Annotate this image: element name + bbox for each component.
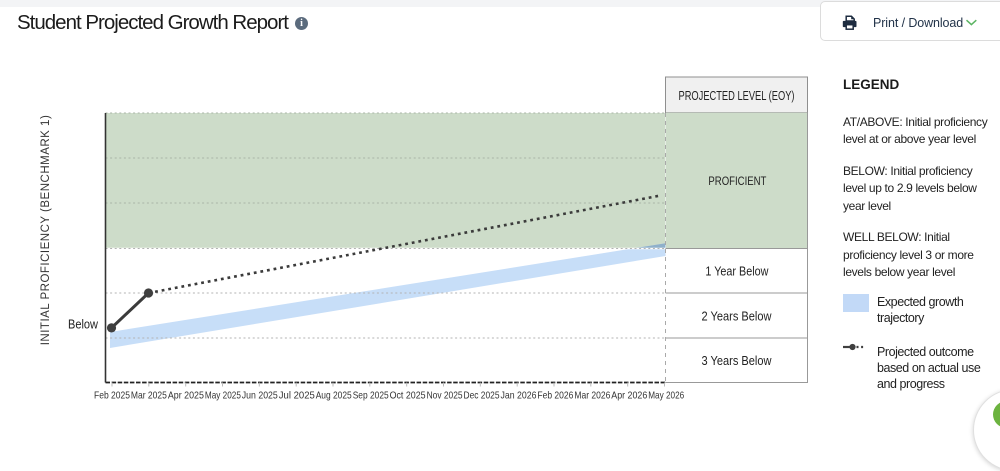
svg-text:Mar 2025: Mar 2025 — [131, 389, 167, 401]
svg-text:PROFICIENT: PROFICIENT — [708, 176, 766, 188]
svg-text:Sep 2025: Sep 2025 — [353, 389, 389, 401]
svg-text:Feb 2026: Feb 2026 — [537, 389, 573, 401]
svg-text:1 Year Below: 1 Year Below — [705, 265, 769, 279]
svg-text:May 2025: May 2025 — [205, 389, 241, 401]
svg-text:PROJECTED LEVEL (EOY): PROJECTED LEVEL (EOY) — [679, 88, 795, 103]
svg-text:Nov 2025: Nov 2025 — [427, 389, 463, 401]
svg-text:Below: Below — [68, 318, 99, 332]
svg-text:Jun 2025: Jun 2025 — [242, 389, 278, 401]
svg-text:Apr 2026: Apr 2026 — [611, 389, 647, 401]
svg-text:Aug 2025: Aug 2025 — [316, 389, 352, 401]
svg-text:Dec 2025: Dec 2025 — [464, 389, 500, 401]
svg-text:Jan 2026: Jan 2026 — [501, 389, 537, 401]
svg-text:INITIAL PROFICIENCY (BENCHMARK: INITIAL PROFICIENCY (BENCHMARK 1) — [40, 115, 52, 346]
svg-text:3 Years Below: 3 Years Below — [702, 354, 773, 368]
svg-text:Jul 2025: Jul 2025 — [279, 389, 315, 401]
svg-text:Mar 2026: Mar 2026 — [574, 389, 610, 401]
svg-text:2 Years Below: 2 Years Below — [702, 309, 773, 323]
svg-text:Feb 2025: Feb 2025 — [94, 389, 130, 401]
svg-text:Oct 2025: Oct 2025 — [390, 389, 426, 401]
svg-text:May 2026: May 2026 — [648, 389, 684, 401]
svg-text:Apr 2025: Apr 2025 — [168, 389, 204, 401]
